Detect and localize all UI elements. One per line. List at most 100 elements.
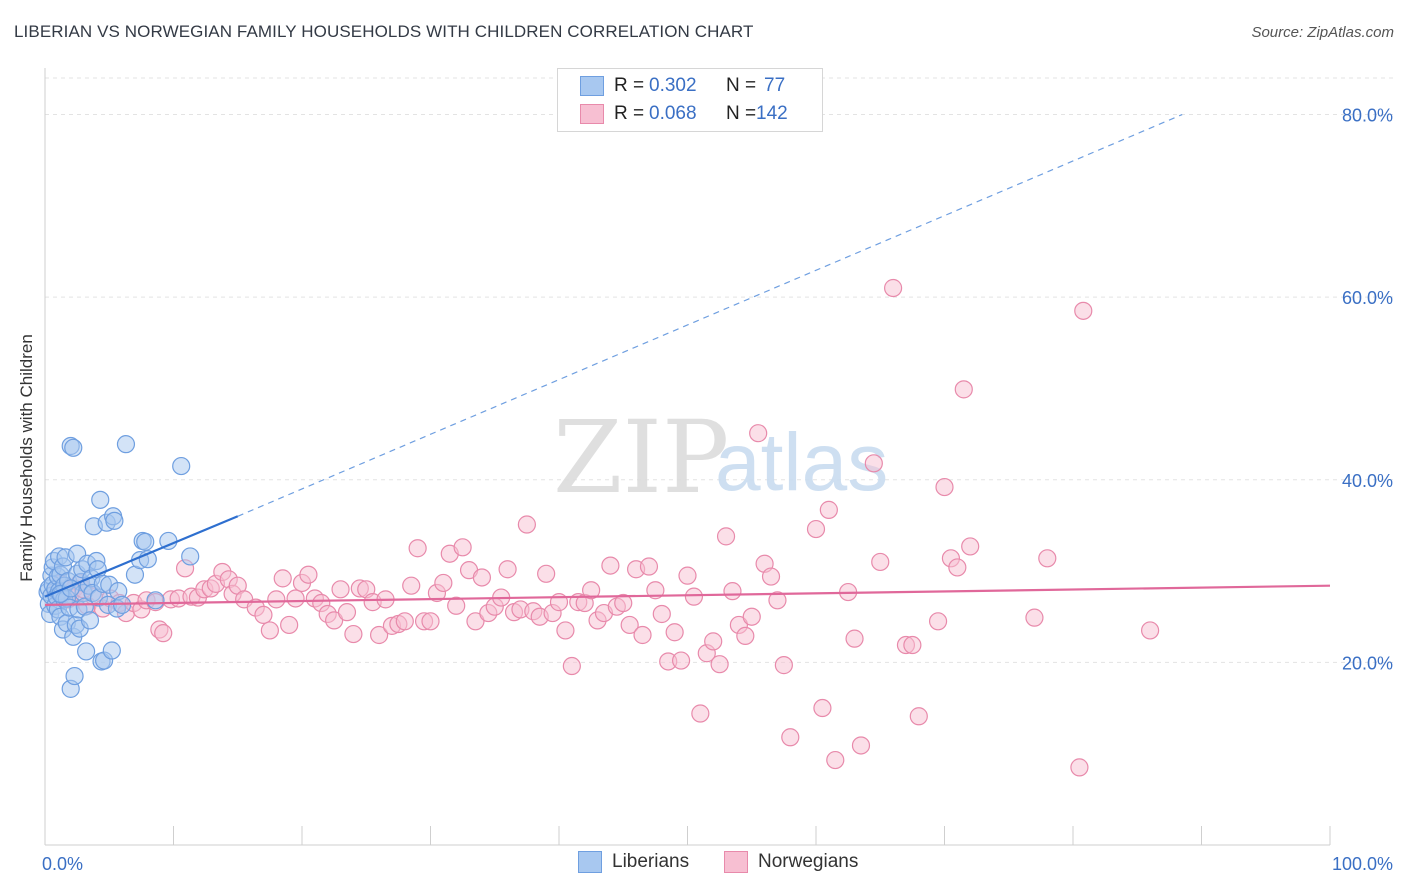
point-norwegians xyxy=(344,624,363,644)
point-norwegians xyxy=(447,596,466,615)
trend-line-norwegians xyxy=(44,584,1331,606)
point-norwegians xyxy=(337,603,357,622)
point-norwegians xyxy=(639,557,659,576)
legend-swatch-liberians xyxy=(580,76,604,96)
y-tick-label: 60.0% xyxy=(1342,288,1393,308)
legend-label-liberians: Liberians xyxy=(612,851,690,873)
point-norwegians xyxy=(537,564,556,583)
legend-r-value: 0.068 xyxy=(649,103,697,124)
point-norwegians xyxy=(582,581,601,600)
point-norwegians xyxy=(723,582,742,601)
gridlines xyxy=(45,77,1393,663)
watermark-atlas: atlas xyxy=(715,417,888,508)
point-liberians xyxy=(80,611,100,630)
point-norwegians xyxy=(710,655,729,674)
point-norwegians xyxy=(736,626,755,646)
point-liberians xyxy=(102,641,121,660)
point-norwegians xyxy=(948,558,967,577)
point-norwegians xyxy=(864,454,883,473)
point-norwegians xyxy=(299,565,318,584)
point-norwegians xyxy=(935,477,954,497)
point-norwegians xyxy=(845,629,864,648)
point-norwegians xyxy=(601,556,620,575)
point-liberians xyxy=(91,490,110,509)
point-norwegians xyxy=(331,580,350,599)
point-norwegians xyxy=(498,560,517,579)
point-norwegians xyxy=(267,590,286,609)
point-norwegians xyxy=(684,587,704,606)
legend-label-norwegians: Norwegians xyxy=(758,851,859,873)
chart-title: LIBERIAN VS NORWEGIAN FAMILY HOUSEHOLDS … xyxy=(14,22,754,41)
point-norwegians xyxy=(408,539,427,558)
legend-n-value: 142 xyxy=(756,103,788,124)
legend-row-liberians: R = 0.302 N = 77 xyxy=(558,72,822,100)
point-norwegians xyxy=(671,651,691,670)
point-norwegians xyxy=(1074,301,1093,320)
point-norwegians xyxy=(434,573,453,593)
point-norwegians xyxy=(453,538,472,557)
point-norwegians xyxy=(1038,549,1057,568)
legend-n-label: N = xyxy=(726,103,757,124)
point-norwegians xyxy=(691,704,710,723)
point-norwegians xyxy=(883,278,903,298)
point-norwegians xyxy=(781,728,800,747)
legend-item-liberians[interactable]: Liberians xyxy=(578,851,689,873)
point-norwegians xyxy=(704,632,723,651)
point-norwegians xyxy=(280,615,299,635)
y-axis-label: Family Households with Children xyxy=(17,334,36,582)
point-norwegians xyxy=(665,623,684,642)
point-norwegians xyxy=(928,612,948,631)
point-liberians xyxy=(146,591,165,610)
legend-n-label: N = xyxy=(726,75,757,96)
y-tick-label: 20.0% xyxy=(1342,653,1393,673)
legend-item-norwegians[interactable]: Norwegians xyxy=(724,851,858,873)
source-label: Source: ZipAtlas.com xyxy=(1251,24,1394,41)
x-tick-label: 100.0% xyxy=(1332,854,1393,874)
point-norwegians xyxy=(325,611,344,630)
point-norwegians xyxy=(472,568,491,587)
legend-swatch-liberians xyxy=(578,851,602,873)
point-norwegians xyxy=(652,604,671,624)
point-norwegians xyxy=(961,537,980,556)
point-norwegians xyxy=(154,624,173,643)
y-tick-label: 40.0% xyxy=(1342,471,1393,491)
point-liberians xyxy=(116,435,136,454)
legend-swatch-norwegians xyxy=(580,104,604,124)
legend-swatch-norwegians xyxy=(724,851,748,873)
point-liberians xyxy=(181,547,200,566)
point-norwegians xyxy=(286,589,305,608)
point-norwegians xyxy=(909,707,928,726)
point-norwegians xyxy=(1025,608,1044,627)
point-liberians xyxy=(172,456,191,476)
point-norwegians xyxy=(556,621,575,640)
point-norwegians xyxy=(954,380,973,399)
point-liberians xyxy=(77,642,96,661)
point-norwegians xyxy=(768,591,787,610)
point-norwegians xyxy=(421,612,440,631)
point-norwegians xyxy=(517,515,536,534)
watermark-zip: ZIP xyxy=(553,399,729,516)
point-norwegians xyxy=(633,625,652,645)
x-tick-labels: 0.0% 100.0% xyxy=(42,854,1393,874)
y-tick-labels: 20.0% 40.0% 60.0% 80.0% xyxy=(1342,106,1393,674)
point-norwegians xyxy=(813,698,832,718)
point-liberians xyxy=(64,438,83,457)
point-norwegians xyxy=(620,615,639,635)
point-norwegians xyxy=(742,607,761,626)
point-norwegians xyxy=(871,552,890,572)
point-liberians xyxy=(105,511,124,530)
stats-legend: R = 0.302 N = 77 R = 0.068 N = 142 xyxy=(557,68,823,132)
point-norwegians xyxy=(562,656,581,676)
point-norwegians xyxy=(678,566,697,585)
point-norwegians xyxy=(716,527,736,546)
point-norwegians xyxy=(614,593,633,613)
point-norwegians xyxy=(1070,758,1089,777)
legend-row-norwegians: R = 0.068 N = 142 xyxy=(558,100,822,128)
legend-r-value: 0.302 xyxy=(649,75,697,96)
point-norwegians xyxy=(826,750,845,770)
data-points xyxy=(38,278,1331,777)
point-norwegians xyxy=(761,567,781,586)
point-norwegians xyxy=(273,569,292,588)
point-norwegians xyxy=(395,612,414,631)
